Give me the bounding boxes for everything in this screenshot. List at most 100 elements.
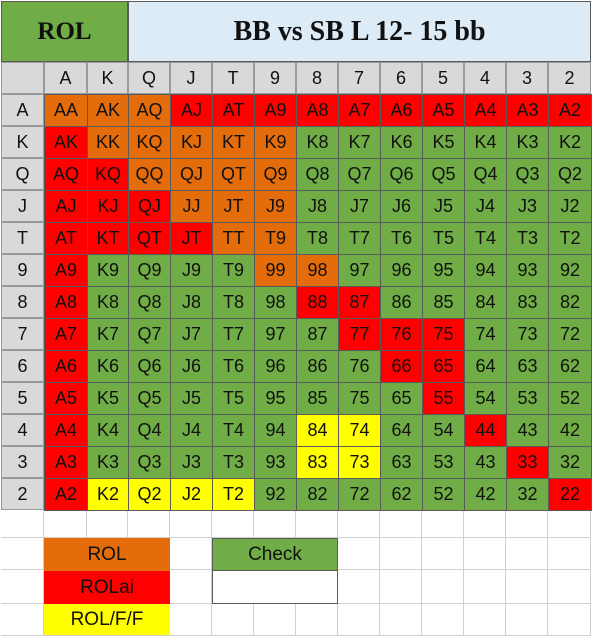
hand-cell[interactable]: A2 xyxy=(548,94,592,127)
empty-cell[interactable] xyxy=(422,538,464,570)
hand-cell[interactable]: 42 xyxy=(464,478,507,511)
hand-cell[interactable]: 77 xyxy=(338,318,381,351)
hand-cell[interactable]: 63 xyxy=(380,446,423,479)
hand-cell[interactable]: 86 xyxy=(296,350,339,383)
hand-cell[interactable]: 82 xyxy=(296,478,339,511)
empty-cell[interactable] xyxy=(254,604,296,636)
hand-cell[interactable]: J2 xyxy=(548,190,592,223)
hand-cell[interactable]: Q8 xyxy=(296,158,339,191)
hand-cell[interactable]: 96 xyxy=(380,254,423,287)
empty-cell[interactable] xyxy=(296,510,338,538)
hand-cell[interactable]: J5 xyxy=(422,190,465,223)
hand-cell[interactable]: J5 xyxy=(170,382,213,415)
empty-cell[interactable] xyxy=(338,538,380,570)
empty-cell[interactable] xyxy=(380,604,422,636)
empty-cell[interactable] xyxy=(170,604,212,636)
title-scenario[interactable]: BB vs SB L 12- 15 bb xyxy=(128,1,591,62)
hand-cell[interactable]: T5 xyxy=(422,222,465,255)
hand-cell[interactable]: 64 xyxy=(464,350,507,383)
hand-cell[interactable]: A7 xyxy=(44,318,88,351)
empty-cell[interactable] xyxy=(380,538,422,570)
hand-cell[interactable]: A4 xyxy=(44,414,88,447)
hand-cell[interactable]: 65 xyxy=(422,350,465,383)
empty-cell[interactable] xyxy=(548,570,591,604)
hand-cell[interactable]: T7 xyxy=(212,318,255,351)
hand-cell[interactable]: K7 xyxy=(87,318,129,351)
hand-cell[interactable]: J4 xyxy=(464,190,507,223)
hand-cell[interactable]: 22 xyxy=(548,478,592,511)
legend-check[interactable]: Check xyxy=(212,538,338,571)
empty-cell[interactable] xyxy=(1,538,44,570)
hand-cell[interactable]: 92 xyxy=(548,254,592,287)
empty-cell[interactable] xyxy=(506,510,548,538)
hand-cell[interactable]: 99 xyxy=(254,254,297,287)
hand-cell[interactable]: Q7 xyxy=(128,318,171,351)
hand-cell[interactable]: J3 xyxy=(170,446,213,479)
hand-cell[interactable]: A2 xyxy=(44,478,88,511)
hand-cell[interactable]: 88 xyxy=(296,286,339,319)
empty-cell[interactable] xyxy=(1,510,44,538)
hand-cell[interactable]: 52 xyxy=(422,478,465,511)
hand-cell[interactable]: KT xyxy=(87,222,129,255)
empty-cell[interactable] xyxy=(380,570,422,604)
empty-cell[interactable] xyxy=(1,570,44,604)
empty-cell[interactable] xyxy=(422,570,464,604)
hand-cell[interactable]: 96 xyxy=(254,350,297,383)
hand-cell[interactable]: A6 xyxy=(44,350,88,383)
hand-cell[interactable]: T3 xyxy=(212,446,255,479)
hand-cell[interactable]: T9 xyxy=(212,254,255,287)
hand-cell[interactable]: AQ xyxy=(128,94,171,127)
hand-cell[interactable]: 54 xyxy=(464,382,507,415)
hand-cell[interactable]: Q4 xyxy=(464,158,507,191)
hand-cell[interactable]: J8 xyxy=(296,190,339,223)
hand-cell[interactable]: AT xyxy=(44,222,88,255)
hand-cell[interactable]: 62 xyxy=(548,350,592,383)
hand-cell[interactable]: AJ xyxy=(44,190,88,223)
hand-cell[interactable]: KQ xyxy=(87,158,129,191)
hand-cell[interactable]: KK xyxy=(87,126,129,159)
hand-cell[interactable]: T7 xyxy=(338,222,381,255)
empty-cell[interactable] xyxy=(422,604,464,636)
empty-cell[interactable] xyxy=(422,510,464,538)
hand-cell[interactable]: KT xyxy=(212,126,255,159)
hand-cell[interactable]: 87 xyxy=(296,318,339,351)
hand-cell[interactable]: KJ xyxy=(87,190,129,223)
hand-cell[interactable]: 72 xyxy=(548,318,592,351)
hand-cell[interactable]: AT xyxy=(212,94,255,127)
empty-cell[interactable] xyxy=(506,570,548,604)
hand-cell[interactable]: K3 xyxy=(506,126,549,159)
hand-cell[interactable]: 62 xyxy=(380,478,423,511)
hand-cell[interactable]: 74 xyxy=(338,414,381,447)
hand-cell[interactable]: 94 xyxy=(254,414,297,447)
empty-cell[interactable] xyxy=(548,538,591,570)
hand-cell[interactable]: 32 xyxy=(548,446,592,479)
hand-cell[interactable]: AK xyxy=(44,126,88,159)
hand-cell[interactable]: 64 xyxy=(380,414,423,447)
hand-cell[interactable]: AQ xyxy=(44,158,88,191)
hand-cell[interactable]: J6 xyxy=(380,190,423,223)
hand-cell[interactable]: 54 xyxy=(422,414,465,447)
hand-cell[interactable]: 84 xyxy=(296,414,339,447)
empty-cell[interactable] xyxy=(170,510,212,538)
hand-cell[interactable]: J9 xyxy=(254,190,297,223)
hand-cell[interactable]: AK xyxy=(87,94,129,127)
empty-cell[interactable] xyxy=(338,604,380,636)
empty-cell[interactable] xyxy=(254,510,296,538)
hand-cell[interactable]: 93 xyxy=(254,446,297,479)
hand-cell[interactable]: A9 xyxy=(44,254,88,287)
hand-cell[interactable]: K6 xyxy=(87,350,129,383)
empty-cell[interactable] xyxy=(548,510,591,538)
empty-cell[interactable] xyxy=(296,604,338,636)
hand-cell[interactable]: K4 xyxy=(464,126,507,159)
hand-cell[interactable]: JT xyxy=(170,222,213,255)
empty-cell[interactable] xyxy=(464,510,506,538)
hand-cell[interactable]: Q4 xyxy=(128,414,171,447)
hand-cell[interactable]: 75 xyxy=(422,318,465,351)
hand-cell[interactable]: Q9 xyxy=(254,158,297,191)
hand-cell[interactable]: Q2 xyxy=(548,158,592,191)
hand-cell[interactable]: K8 xyxy=(296,126,339,159)
hand-cell[interactable]: T4 xyxy=(212,414,255,447)
hand-cell[interactable]: 42 xyxy=(548,414,592,447)
hand-cell[interactable]: 95 xyxy=(422,254,465,287)
hand-cell[interactable]: J7 xyxy=(170,318,213,351)
